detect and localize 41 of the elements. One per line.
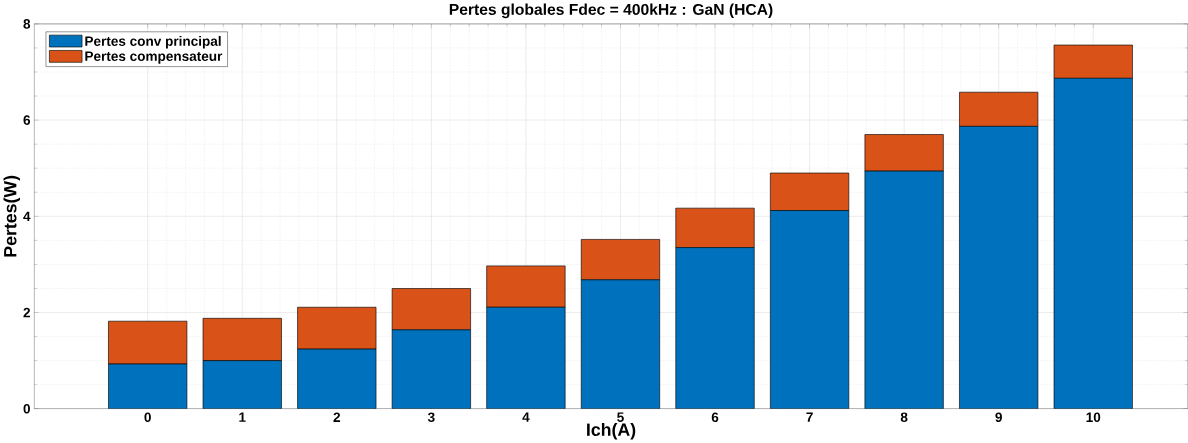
y-tick-label: 2 (23, 307, 30, 318)
bar (392, 329, 471, 409)
bar (770, 210, 849, 409)
y-tick-label: 0 (23, 403, 30, 414)
bar (297, 349, 377, 409)
x-tick-label: 10 (1086, 412, 1101, 423)
bar (297, 306, 377, 350)
x-tick-label: 2 (333, 412, 341, 422)
bar (864, 171, 944, 409)
y-tick-label: 8 (23, 19, 31, 29)
bar (486, 307, 566, 409)
bar (675, 247, 755, 409)
chart-title: Pertes globales Fdec = 400kHz : GaN (HCA) (449, 3, 773, 19)
legend-label: Pertes compensateur (85, 51, 223, 64)
bar (864, 134, 944, 172)
x-tick-label: 3 (427, 412, 435, 423)
x-tick-label: 4 (522, 412, 530, 422)
bar (959, 91, 1039, 127)
y-tick-label: 4 (23, 211, 31, 221)
legend-label: Pertes conv principal (85, 35, 221, 49)
bar (959, 126, 1038, 409)
y-axis-title: Pertes(W) (3, 175, 21, 257)
x-tick-label: 7 (806, 412, 813, 422)
x-tick-label: 0 (144, 412, 151, 423)
x-tick-label: 6 (711, 412, 719, 423)
x-tick-label: 9 (995, 412, 1002, 423)
bar (203, 360, 282, 409)
bar (581, 279, 660, 409)
bar (202, 318, 282, 361)
x-axis-title: Ich(A) (587, 422, 636, 440)
x-tick-label: 8 (900, 412, 908, 423)
x-tick-label: 1 (239, 412, 246, 422)
bar (770, 172, 850, 211)
bar (486, 265, 566, 308)
bar (391, 288, 471, 331)
y-tick-label: 6 (23, 115, 31, 125)
bar (580, 239, 661, 281)
bar (108, 364, 187, 409)
bar (675, 207, 755, 248)
x-tick-label: 5 (617, 412, 624, 422)
bar (1053, 77, 1133, 409)
